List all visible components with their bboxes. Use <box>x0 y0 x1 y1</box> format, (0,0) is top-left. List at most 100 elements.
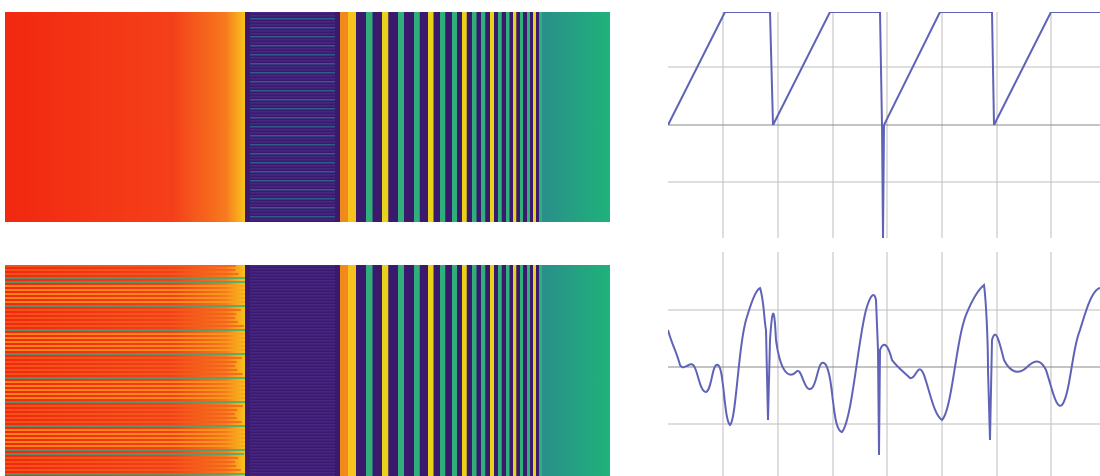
noise-row <box>250 445 335 447</box>
harmonic-stripe <box>533 12 536 222</box>
noise-row <box>250 165 335 167</box>
harmonic-stripe <box>520 12 523 222</box>
harmonic-stripe <box>513 12 516 222</box>
noise-row <box>250 72 335 74</box>
harmonic-stripe <box>428 265 434 476</box>
noise-row <box>250 397 335 399</box>
noise-row <box>250 343 335 345</box>
noise-row <box>250 277 335 279</box>
harmonic-stripe <box>452 12 457 222</box>
noise-row <box>250 460 335 462</box>
noise-row <box>250 331 335 333</box>
harmonic-stripe <box>348 265 356 476</box>
noise-row <box>250 63 335 65</box>
harmonic-streak <box>5 425 249 427</box>
harmonic-streak <box>5 341 265 343</box>
noise-row <box>250 162 335 164</box>
noise-row <box>250 78 335 80</box>
noise-row <box>250 355 335 357</box>
noise-row <box>250 147 335 149</box>
noise-row <box>250 96 335 98</box>
harmonic-streak <box>5 309 241 311</box>
noise-row <box>250 57 335 59</box>
noise-row <box>250 33 335 35</box>
noise-row <box>250 289 335 291</box>
noise-row <box>250 310 335 312</box>
noise-row <box>250 295 335 297</box>
noise-row <box>250 123 335 125</box>
noise-row <box>250 168 335 170</box>
noise-row <box>250 472 335 474</box>
harmonic-streak <box>5 277 245 279</box>
noise-row <box>250 129 335 131</box>
noise-row <box>250 210 335 212</box>
noise-row <box>250 180 335 182</box>
noise-row <box>250 93 335 95</box>
noise-row <box>250 87 335 89</box>
harmonic-stripe <box>527 265 530 476</box>
noise-row <box>250 54 335 56</box>
noise-row <box>250 60 335 62</box>
harmonic-streak <box>5 337 264 339</box>
noise-row <box>250 469 335 471</box>
noise-row <box>250 66 335 68</box>
harmonic-streak <box>5 317 235 319</box>
noise-row <box>250 271 335 273</box>
noise-row <box>250 198 335 200</box>
noise-row <box>250 150 335 152</box>
harmonic-stripe <box>440 265 445 476</box>
noise-row <box>250 361 335 363</box>
noise-row <box>250 373 335 375</box>
noise-row <box>250 382 335 384</box>
harmonic-stripe <box>382 12 388 222</box>
noise-row <box>250 102 335 104</box>
noise-row <box>250 292 335 294</box>
noise-row <box>250 204 335 206</box>
noise-row <box>250 409 335 411</box>
harmonic-stripe <box>366 12 373 222</box>
noise-row <box>250 45 335 47</box>
noise-row <box>250 412 335 414</box>
harmonic-streak <box>5 393 263 395</box>
harmonic-streak <box>5 413 235 415</box>
noise-row <box>250 216 335 218</box>
harmonic-streak <box>5 329 251 331</box>
noise-row <box>250 406 335 408</box>
noise-row <box>250 111 335 113</box>
noise-row <box>250 75 335 77</box>
noise-row <box>250 36 335 38</box>
noise-row <box>250 427 335 429</box>
noise-row <box>250 105 335 107</box>
noise-row <box>250 349 335 351</box>
noise-row <box>250 415 335 417</box>
harmonic-streak <box>5 373 243 375</box>
noise-row <box>250 424 335 426</box>
harmonic-streak <box>5 433 262 435</box>
harmonic-stripe <box>520 265 523 476</box>
noise-row <box>250 15 335 17</box>
harmonic-stripe <box>398 265 404 476</box>
noise-row <box>250 418 335 420</box>
harmonic-streak <box>5 333 259 335</box>
harmonic-stripe <box>472 12 477 222</box>
harmonic-streak <box>5 409 237 411</box>
spectrogram-top <box>5 12 610 222</box>
noise-row <box>250 346 335 348</box>
harmonic-stripe <box>539 12 542 222</box>
harmonic-stripe <box>498 12 502 222</box>
noise-row <box>250 21 335 23</box>
harmonic-streak <box>5 389 265 391</box>
harmonic-stripe <box>414 12 420 222</box>
harmonic-streak <box>5 397 258 399</box>
harmonic-streak <box>5 281 253 283</box>
noise-row <box>250 319 335 321</box>
screenshot <box>0 0 1100 476</box>
noise-row <box>250 439 335 441</box>
noise-row <box>250 340 335 342</box>
noise-row <box>250 48 335 50</box>
noise-row <box>250 90 335 92</box>
noise-row <box>250 301 335 303</box>
harmonic-streak <box>5 285 260 287</box>
harmonic-stripe <box>452 265 457 476</box>
harmonic-streak <box>5 349 257 351</box>
